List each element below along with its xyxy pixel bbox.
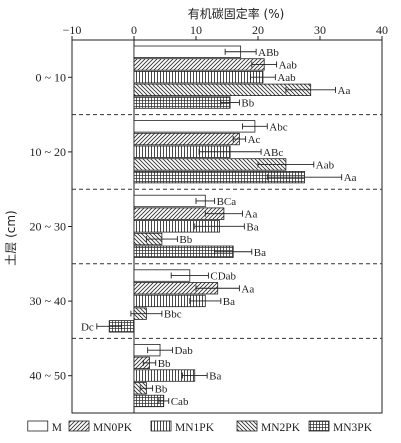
legend-label: MN2PK bbox=[261, 422, 301, 434]
legend-swatch bbox=[27, 420, 49, 432]
significance-label: Ba bbox=[246, 221, 258, 233]
significance-label: Bb bbox=[158, 358, 171, 370]
group-label: 30 ~ 40 bbox=[30, 294, 67, 308]
significance-label: Ba bbox=[223, 296, 235, 308]
x-tick-label: 40 bbox=[376, 23, 388, 37]
x-axis-label: 有机碳固定率 (%) bbox=[188, 6, 285, 21]
legend: M MN0PK MN1PK MN2PK MN3PK bbox=[27, 420, 373, 434]
group-label: 0 ~ 10 bbox=[36, 70, 67, 84]
legend-label: MN0PK bbox=[93, 422, 133, 434]
group-label: 40 ~ 50 bbox=[30, 369, 67, 383]
significance-label: Aa bbox=[344, 172, 357, 184]
significance-label: Cab bbox=[171, 396, 189, 408]
significance-label: Abc bbox=[269, 121, 287, 133]
bar bbox=[133, 96, 231, 109]
significance-label: Aab bbox=[279, 59, 298, 71]
significance-label: Ba bbox=[254, 247, 266, 259]
significance-label: Ac bbox=[248, 134, 261, 146]
significance-label: Dab bbox=[174, 345, 193, 357]
group-label: 10 ~ 20 bbox=[30, 145, 67, 159]
x-tick-label: 20 bbox=[252, 23, 264, 37]
significance-label: Dc bbox=[81, 321, 94, 333]
significance-label: Bb bbox=[179, 234, 192, 246]
y-axis-label: 土层 (cm) bbox=[4, 210, 18, 265]
significance-label: Bb bbox=[155, 383, 168, 395]
x-tick-label: 30 bbox=[314, 23, 326, 37]
significance-label: Ba bbox=[209, 371, 221, 383]
significance-label: Aab bbox=[316, 159, 335, 171]
legend-swatch bbox=[150, 420, 172, 432]
significance-label: BCa bbox=[217, 196, 237, 208]
x-tick-label: 10 bbox=[190, 23, 202, 37]
bar bbox=[133, 58, 265, 71]
bar bbox=[133, 120, 256, 133]
legend-label: MN3PK bbox=[333, 422, 373, 434]
significance-label: CDab bbox=[210, 271, 236, 283]
x-tick-label: 0 bbox=[131, 23, 137, 37]
legend-swatch bbox=[68, 420, 90, 432]
legend-swatch bbox=[308, 420, 330, 432]
bar bbox=[133, 194, 206, 208]
legend-label: MN1PK bbox=[175, 422, 215, 434]
bar bbox=[133, 45, 242, 58]
legend-swatch bbox=[236, 420, 258, 432]
group-label: 20 ~ 30 bbox=[30, 220, 67, 234]
significance-label: Aab bbox=[277, 72, 296, 84]
significance-label: Aa bbox=[245, 209, 258, 221]
bar bbox=[133, 71, 264, 84]
significance-label: ABb bbox=[258, 47, 279, 59]
significance-label: ABc bbox=[263, 147, 283, 159]
legend-label: M bbox=[52, 422, 62, 434]
significance-label: Bbc bbox=[164, 309, 182, 321]
significance-label: Aa bbox=[338, 85, 351, 97]
bar bbox=[133, 132, 240, 146]
x-tick-label: −10 bbox=[63, 23, 82, 37]
bar bbox=[133, 83, 312, 96]
significance-label: Aa bbox=[241, 283, 254, 295]
significance-label: Bb bbox=[241, 98, 254, 110]
